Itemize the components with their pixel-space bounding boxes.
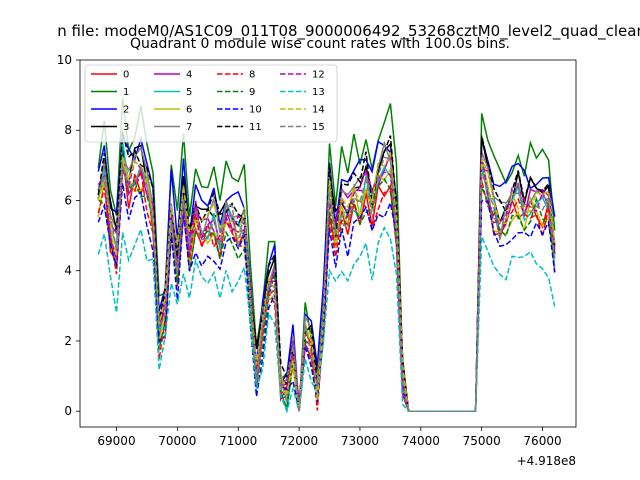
y-tick-label: 2 — [64, 334, 72, 348]
chart-title: Quadrant 0 module wise count rates with … — [130, 36, 510, 52]
legend-label-7: 7 — [186, 122, 192, 133]
legend-label-12: 12 — [312, 70, 325, 81]
legend-label-4: 4 — [186, 70, 192, 81]
series-line-15 — [97, 156, 556, 412]
legend-label-3: 3 — [123, 122, 129, 133]
legend-label-11: 11 — [249, 122, 262, 133]
x-tick-label: 76000 — [523, 434, 561, 448]
x-tick-label: 75000 — [463, 434, 501, 448]
x-tick-label: 74000 — [402, 434, 440, 448]
x-tick-label: 69000 — [97, 434, 135, 448]
axes-frame — [79, 59, 577, 428]
figure-suptitle: n file: modeM0/AS1C09_011T08_9000006492_… — [57, 22, 640, 40]
legend-label-9: 9 — [249, 87, 255, 98]
y-tick-label: 8 — [64, 123, 72, 137]
x-tick-label: 70000 — [158, 434, 196, 448]
y-tick-label: 0 — [64, 404, 72, 418]
x-tick-label: 73000 — [341, 434, 379, 448]
y-tick-label: 6 — [64, 193, 72, 207]
legend-label-13: 13 — [312, 87, 325, 98]
axes: 69000 70000 71000 72000 73000 74000 75000 76000… — [57, 53, 577, 468]
y-tick-label: 10 — [57, 53, 72, 67]
legend-label-1: 1 — [123, 87, 129, 98]
legend-label-15: 15 — [312, 122, 325, 133]
series-line-13 — [97, 225, 556, 414]
legend-label-10: 10 — [249, 105, 262, 116]
x-tick-label: 71000 — [219, 434, 257, 448]
plot-area — [97, 97, 556, 414]
legend-label-6: 6 — [186, 105, 192, 116]
legend-label-0: 0 — [123, 70, 129, 81]
legend-label-14: 14 — [312, 105, 325, 116]
legend-label-2: 2 — [123, 105, 129, 116]
x-offset-label: +4.918e8 — [517, 454, 576, 468]
x-tick-label: 72000 — [280, 434, 318, 448]
legend-label-5: 5 — [186, 87, 192, 98]
legend-box — [84, 64, 338, 143]
legend-label-8: 8 — [249, 70, 255, 81]
y-tick-label: 4 — [64, 264, 72, 278]
